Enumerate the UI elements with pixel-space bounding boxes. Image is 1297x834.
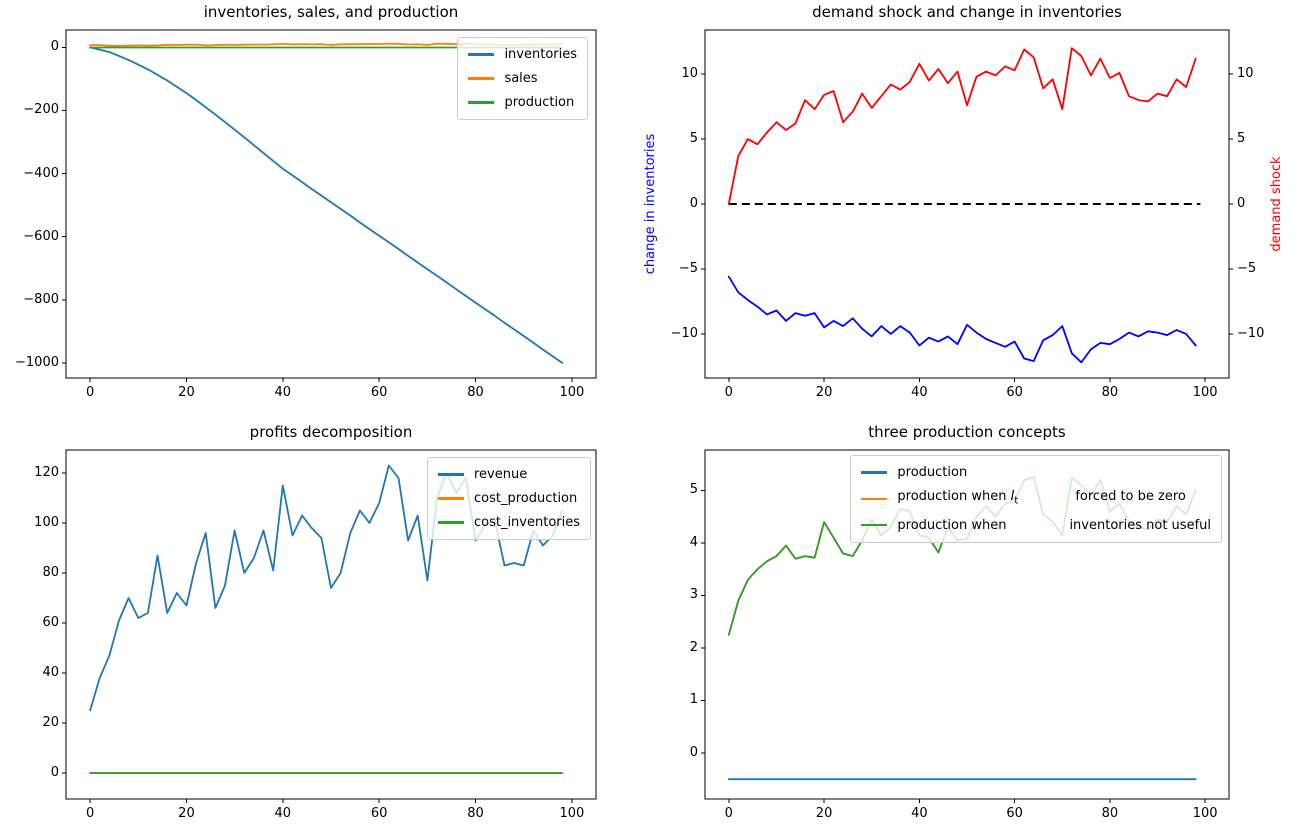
legend-label: sales [504,71,538,86]
series-line-change-in-inventories [727,275,1197,364]
legend-line-swatch [437,521,464,524]
x-tick-label: 60 [1006,385,1023,400]
y-tick-label: −200 [23,102,59,118]
x-tick-label: 100 [1192,806,1218,821]
y-tick-label: 3 [689,587,698,603]
y-tick-label-right: 0 [1237,196,1246,211]
legend-line-swatch [861,523,888,527]
axes-border [704,449,1230,800]
y-tick-label-right: −5 [1237,260,1257,276]
axes-border [65,29,597,379]
legend-line-swatch [468,101,495,104]
math-italic: I [1010,489,1015,504]
x-tick-label: 40 [911,385,928,400]
x-tick-label: 40 [911,806,928,821]
y-tick-label: −400 [23,165,59,181]
y-tick-label: 2 [689,639,698,655]
y-tick-label: 100 [34,515,59,530]
y-tick-label: −800 [23,291,59,307]
x-tick-label: 20 [178,385,195,400]
legend-label: production [897,465,968,480]
y-tick-label: 1 [689,692,698,708]
legend-item: production [861,462,1211,483]
legend-line-swatch [468,77,495,80]
x-tick-label: 100 [559,385,585,400]
legend-box: production production when It forced to be… [850,455,1222,543]
x-tick-label: 60 [1006,806,1023,821]
x-tick-label: 40 [274,385,292,400]
y-tick-label: 20 [42,715,59,730]
legend-label: production when inventories not useful [897,517,1211,533]
x-tick-label: 80 [1101,385,1119,400]
legend-line-swatch [861,471,888,474]
legend-line-swatch [437,473,464,476]
legend-item: production when inventories not useful [861,515,1211,536]
chart-title-three-production-concepts: three production concepts [868,423,1066,441]
y-tick-label: −600 [23,228,59,244]
y-tick-label: −1000 [15,354,59,370]
y-tick-label: 5 [689,131,698,147]
x-tick-label: 80 [1101,806,1119,821]
legend-box: revenue cost_production cost_inventories [426,457,591,540]
legend-item: production when It forced to be zero [861,486,1211,512]
legend-box: inventories sales production [457,37,588,120]
axes-border [65,449,597,800]
y-tick-label-right: 5 [1237,131,1246,147]
legend-item: revenue [437,464,580,485]
y-tick-label: −5 [678,260,698,276]
series-line-inventories [89,46,564,364]
x-tick-label: 40 [274,806,292,821]
x-tick-label: 0 [724,385,733,400]
legend-label: production when It forced to be zero [897,489,1186,507]
y-tick-label: 0 [50,39,59,55]
legend-item: sales [468,68,577,89]
legend-label-gap [1006,528,1069,529]
chart-title-inventories-sales-production: inventories, sales, and production [203,3,459,21]
x-tick-label: 0 [724,806,733,821]
x-tick-label: 80 [467,806,484,821]
legend-label: cost_inventories [473,515,580,530]
x-tick-label: 100 [559,806,585,821]
y-tick-label-right: 10 [1237,66,1254,82]
y-tick-label-right: −10 [1237,325,1265,341]
legend-item: production [468,92,577,113]
legend-label: revenue [473,467,528,482]
legend-label: inventories [504,47,577,62]
x-tick-label: 60 [370,806,388,821]
y-tick-label: 4 [689,534,698,550]
y-tick-label: 80 [42,565,59,580]
legend-label: production [504,95,575,110]
legend-item: cost_inventories [437,512,580,533]
legend-item: cost_production [437,488,580,509]
y-tick-label: 120 [34,465,59,480]
legend-label: cost_production [473,491,578,506]
legend-label-gap [1018,499,1075,500]
chart-title-profits-decomposition: profits decomposition [249,423,413,441]
x-tick-label: 20 [815,385,833,400]
math-subscript: t [1014,495,1019,507]
y-tick-label: 10 [681,66,698,82]
x-tick-label: 100 [1192,385,1218,400]
y-tick-label: 0 [689,744,698,760]
series-line-demand-shock [727,47,1197,205]
chart-title-demand-shock: demand shock and change in inventories [812,3,1122,21]
x-tick-label: 20 [178,806,195,821]
legend-line-swatch [861,497,888,501]
x-tick-label: 20 [815,806,833,821]
y-tick-label: 0 [50,765,59,780]
x-tick-label: 0 [85,385,95,400]
y-tick-label: −10 [670,325,698,341]
x-tick-label: 80 [467,385,484,400]
legend-item: inventories [468,44,577,65]
y-tick-label: 40 [42,665,59,680]
y-tick-label: 0 [689,196,698,211]
x-tick-label: 60 [370,385,388,400]
legend-line-swatch [437,497,464,500]
x-tick-label: 0 [85,806,95,821]
legend-line-swatch [468,53,495,56]
y-tick-label: 5 [689,482,698,498]
y-tick-label: 60 [42,615,59,630]
